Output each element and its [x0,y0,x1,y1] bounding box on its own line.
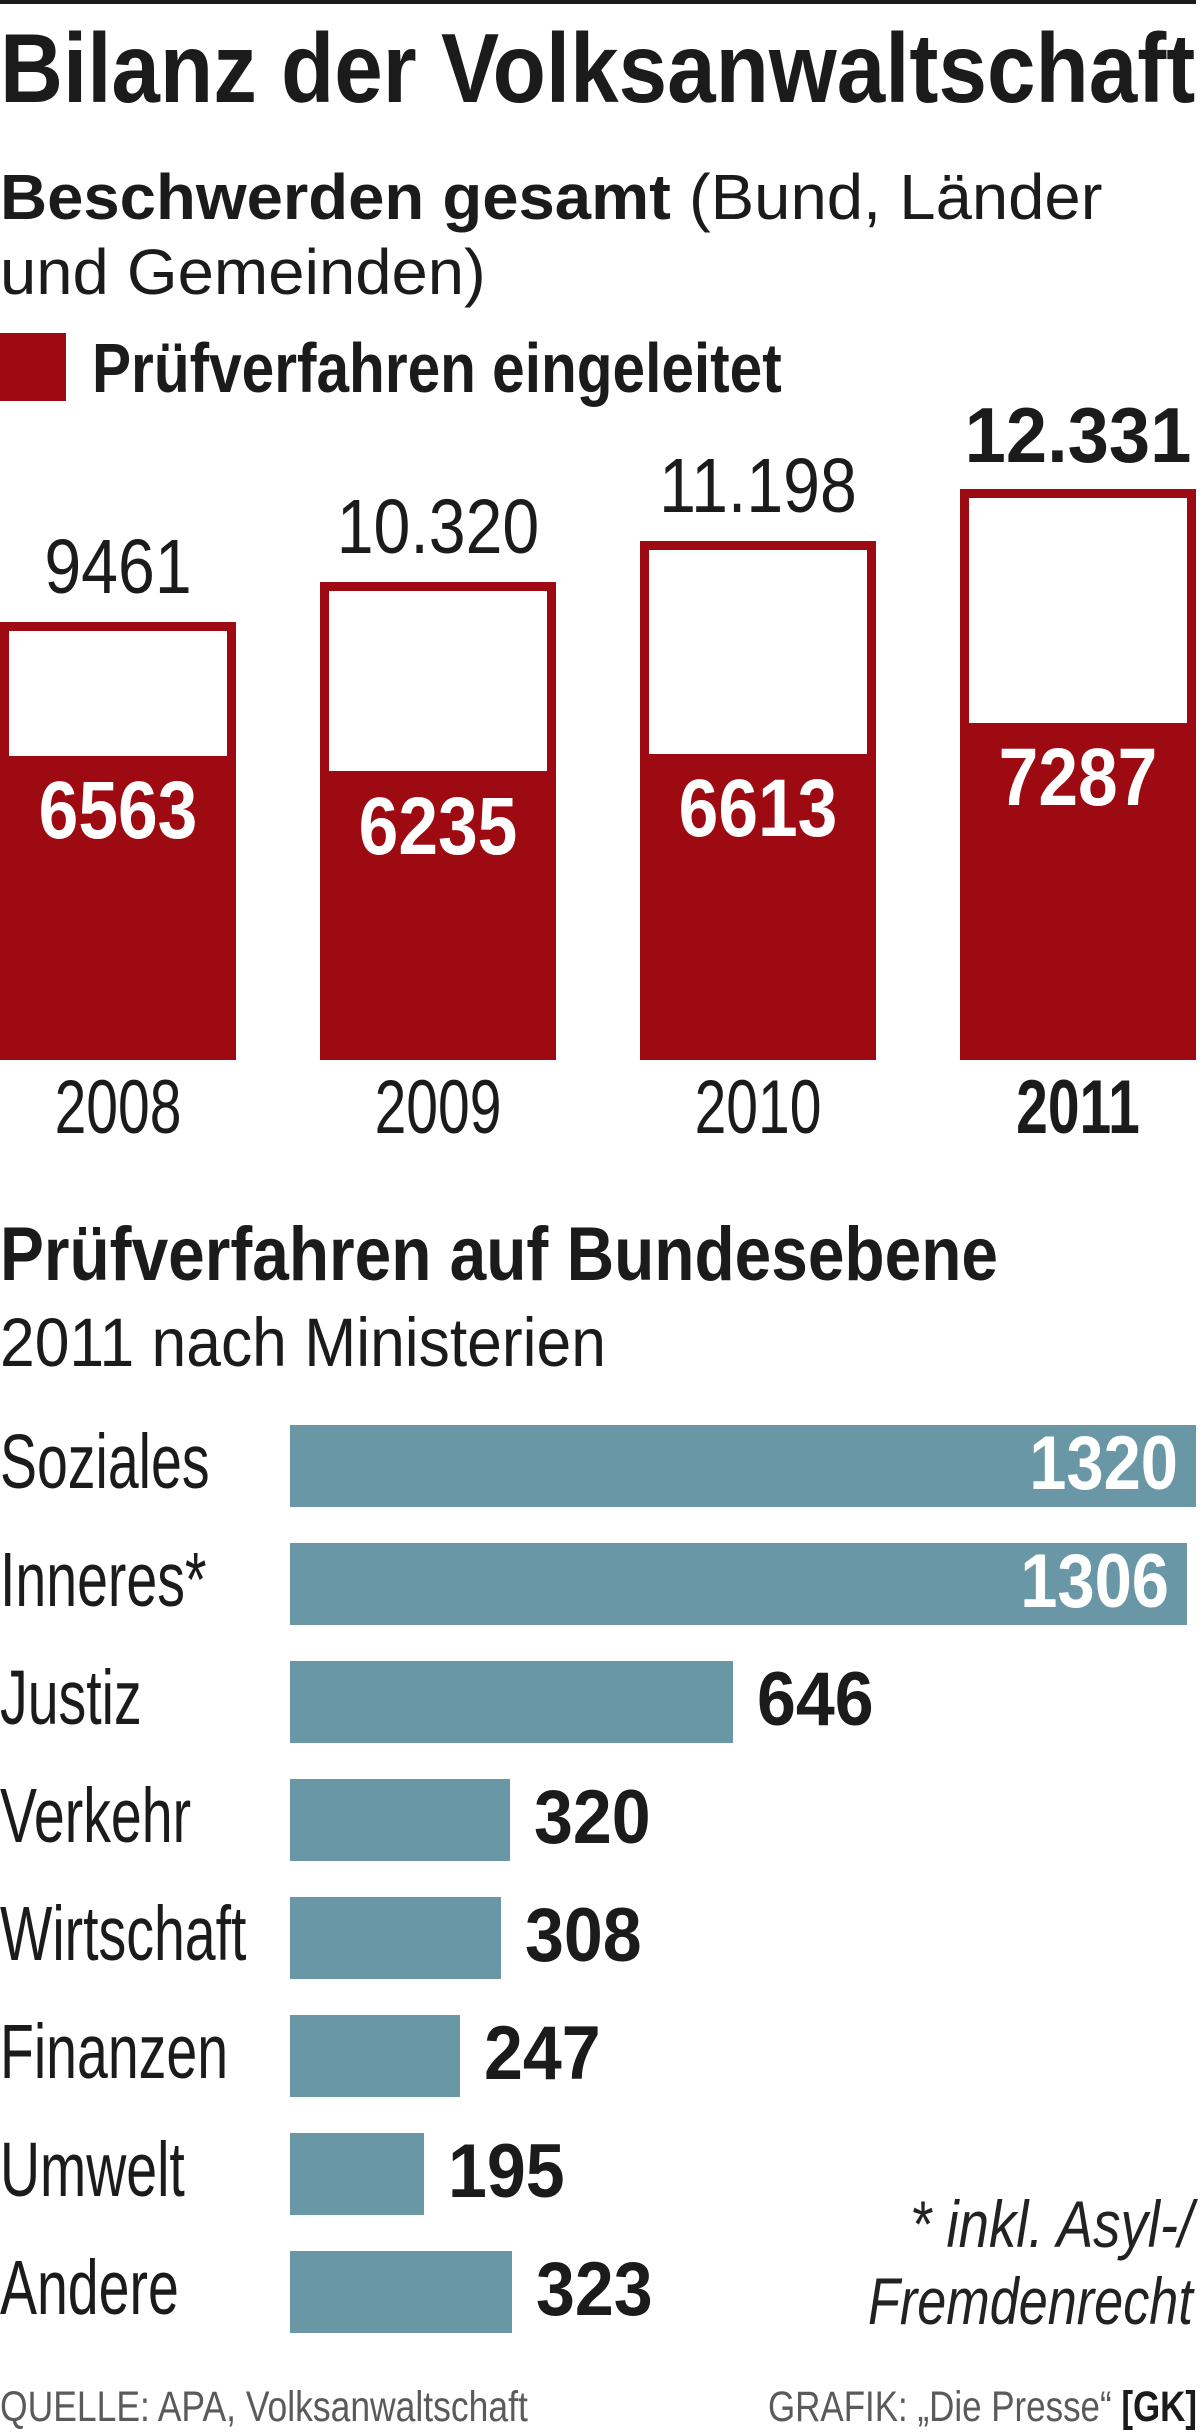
category-label: Wirtschaft [0,1891,247,1977]
chart1-subtitle-line-2: und Gemeinden) [0,236,486,308]
footer-source: QUELLE: APA, Volksanwaltschaft [0,2383,528,2431]
bar-pruefverfahren-label: 7287 [998,731,1158,823]
bar-total-label: 10.320 [336,484,540,571]
category-label: Soziales [0,1419,210,1505]
value-label: 247 [483,2011,601,2097]
value-label: 308 [525,1893,643,1979]
category-label: Andere [0,2245,179,2331]
footnote-line-1: * inkl. Asyl-/ [909,2187,1193,2261]
ministry-bar [290,2133,424,2215]
bar-pruefverfahren [960,722,1196,1060]
ministry-bar [290,1543,1187,1625]
value-label: 646 [757,1657,875,1743]
ministry-bar [290,2251,512,2333]
chart2-title: Prüfverfahren auf Bundesebene [0,1212,998,1297]
value-label: 320 [533,1775,651,1861]
legend-label-pruefverfahren: Prüfverfahren eingeleitet [92,329,782,407]
chart2-subtitle: 2011 nach Ministerien [0,1304,606,1381]
bar-total-label: 11.198 [659,443,857,530]
bar-pruefverfahren [0,756,236,1060]
chart1-subtitle-line-1: Beschwerden gesamt (Bund, Länder [0,165,1102,229]
footer-credit-text: GRAFIK: „Die Presse“ [768,2383,1112,2431]
category-label: Finanzen [0,2009,229,2095]
category-label: Inneres* [0,1537,207,1623]
chart1-title: Beschwerden gesamt [0,161,671,233]
value-label: 1320 [1029,1421,1179,1507]
bar-pruefverfahren-label: 6613 [678,763,838,855]
bar-pruefverfahren [640,753,876,1060]
category-label: Umwelt [0,2127,185,2213]
x-tick-label: 2009 [374,1065,502,1151]
graphic-title: Bilanz der Volksanwaltschaft [0,13,1196,123]
ministry-bar [290,1779,510,1861]
x-tick-label: 2008 [54,1065,182,1151]
ministry-bar [290,1425,1197,1507]
bar-total-label: 12.331 [964,390,1192,479]
bar-pruefverfahren-label: 6235 [358,780,518,872]
top-rule [0,0,1196,4]
chart1-subtitle-part-1: (Bund, Länder [688,161,1103,233]
value-label: 323 [535,2247,653,2333]
bar-pruefverfahren [320,771,556,1060]
legend-swatch-pruefverfahren [0,333,66,401]
x-tick-label: 2010 [694,1065,822,1151]
footer-credit: GRAFIK: „Die Presse“ [GK] [768,2386,1197,2429]
footer-credit-tag: [GK] [1121,2383,1197,2431]
x-tick-label: 2011 [1016,1065,1140,1151]
bar-total-label: 9461 [44,523,192,610]
category-label: Verkehr [0,1773,192,1859]
bar-pruefverfahren-label: 6563 [38,765,198,857]
footnote-line-2: Fremdenrecht [868,2264,1193,2338]
value-label: 195 [447,2129,565,2215]
value-label: 1306 [1019,1539,1169,1625]
category-label: Justiz [0,1655,142,1741]
ministry-bar [290,1661,734,1743]
ministry-bar [290,1897,502,1979]
ministry-bar [290,2015,460,2097]
